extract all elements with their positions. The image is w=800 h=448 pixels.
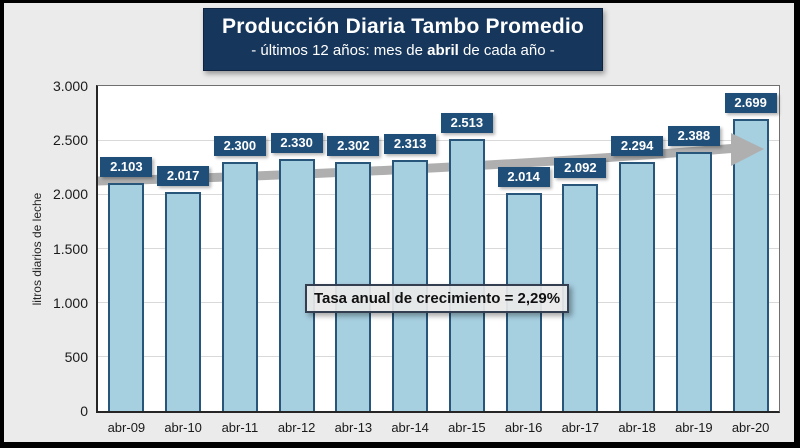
x-tick-label: abr-10 bbox=[164, 420, 202, 435]
y-tick-label: 2.500 bbox=[52, 132, 88, 149]
bar-value-label: 2.017 bbox=[157, 166, 210, 187]
y-tick-label: 3.000 bbox=[52, 78, 88, 94]
bar-abr-11 bbox=[221, 161, 258, 411]
gridline bbox=[98, 193, 779, 195]
x-tick-label: abr-17 bbox=[561, 420, 600, 435]
x-tick-label: abr-13 bbox=[334, 420, 373, 435]
chart-subtitle: - últimos 12 años: mes de abril de cada … bbox=[204, 42, 602, 59]
bar-abr-18 bbox=[619, 162, 656, 411]
plot-area: Tasa anual de crecimiento = 2,29% 2.103 2… bbox=[96, 85, 780, 413]
y-tick-label: 2.000 bbox=[52, 186, 88, 203]
x-tick-label: abr-18 bbox=[618, 420, 656, 435]
bar-value-label: 2.513 bbox=[440, 112, 493, 133]
y-tick-label: 1.500 bbox=[52, 240, 88, 257]
x-tick-label: abr-11 bbox=[221, 420, 259, 435]
x-tick-label: abr-14 bbox=[391, 420, 429, 435]
bar-abr-09 bbox=[108, 183, 145, 411]
x-tick-label: abr-20 bbox=[731, 420, 770, 435]
x-tick-label: abr-19 bbox=[675, 420, 713, 435]
x-tick-label: abr-09 bbox=[107, 420, 146, 435]
bar-value-label: 2.313 bbox=[384, 134, 437, 155]
bar-value-label: 2.300 bbox=[213, 135, 266, 156]
x-tick-label: abr-15 bbox=[448, 420, 486, 435]
gridline bbox=[98, 248, 779, 249]
chart-subtitle-bold: abril bbox=[427, 42, 459, 59]
chart-title-box: Producción Diaria Tambo Promedio - últim… bbox=[203, 8, 603, 71]
chart-title: Producción Diaria Tambo Promedio bbox=[222, 15, 584, 38]
bar-value-label: 2.302 bbox=[327, 135, 380, 156]
bar-value-label: 2.092 bbox=[554, 158, 607, 179]
x-tick-label: abr-12 bbox=[277, 420, 316, 435]
gridline bbox=[98, 356, 779, 358]
bar-abr-15 bbox=[448, 138, 485, 411]
bar-value-label: 2.330 bbox=[270, 132, 323, 153]
bar-abr-10 bbox=[165, 192, 202, 411]
y-tick-label: 1.000 bbox=[52, 294, 88, 311]
growth-rate-annotation: Tasa anual de crecimiento = 2,29% bbox=[305, 284, 569, 313]
x-tick-label: abr-16 bbox=[504, 420, 543, 435]
y-tick-label: 0 bbox=[80, 403, 88, 419]
chart-canvas: Producción Diaria Tambo Promedio - últim… bbox=[4, 3, 794, 442]
bar-value-label: 2.388 bbox=[667, 126, 720, 147]
trend-arrowhead-icon bbox=[731, 133, 764, 166]
bar-value-label: 2.699 bbox=[724, 92, 777, 113]
chart-subtitle-suffix: de cada año - bbox=[458, 42, 555, 59]
chart-subtitle-prefix: - últimos 12 años: mes de bbox=[251, 42, 428, 59]
bar-abr-20 bbox=[732, 118, 769, 411]
bar-value-label: 2.103 bbox=[100, 157, 153, 178]
y-tick-label: 500 bbox=[64, 348, 88, 365]
gridline bbox=[98, 139, 779, 141]
bar-value-label: 2.294 bbox=[611, 136, 664, 157]
bar-value-label: 2.014 bbox=[497, 166, 550, 187]
bar-abr-19 bbox=[675, 152, 712, 411]
